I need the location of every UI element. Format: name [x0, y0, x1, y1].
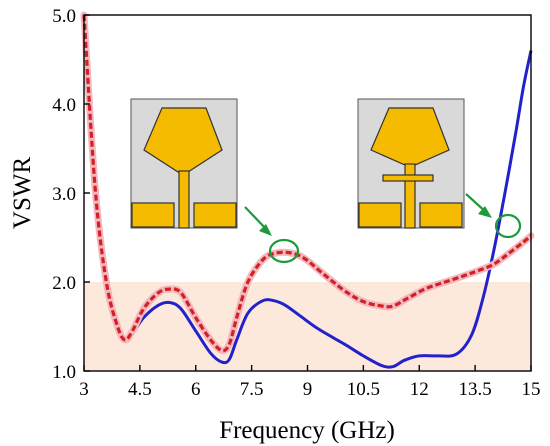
y-tick-label-3: 4.0	[52, 95, 76, 116]
y-tick-label-0: 1.0	[52, 362, 76, 383]
x-tick-label-5: 10.5	[347, 379, 380, 400]
x-tick-label-8: 15	[522, 379, 541, 400]
inset-antenna-2	[357, 98, 465, 229]
x-tick-label-2: 6	[191, 379, 201, 400]
series-1-line	[82, 14, 533, 353]
inset-antenna-1	[130, 98, 238, 229]
annotation-2	[465, 193, 522, 239]
highlight-circle-1	[268, 238, 300, 264]
y-tick-label-4: 5.0	[52, 6, 76, 27]
x-tick-label-3: 7.5	[240, 379, 264, 400]
x-axis-title: Frequency (GHz)	[219, 417, 395, 444]
y-tick-label-1: 2.0	[52, 273, 76, 294]
x-tick-label-0: 3	[79, 379, 89, 400]
annotation-1	[244, 206, 300, 264]
x-tick-label-1: 4.5	[128, 379, 152, 400]
highlight-circle-2	[494, 213, 522, 239]
x-tick-label-6: 12	[410, 379, 429, 400]
y-tick-label-2: 3.0	[52, 184, 76, 205]
x-tick-label-4: 9	[303, 379, 313, 400]
ticks-layer: 3 4.5 6 7.5 9 10.5 12 13.5 15 1.0 2.0 3.0 4.0 5.0	[52, 6, 540, 400]
x-tick-label-7: 13.5	[459, 379, 492, 400]
series-layer	[80, 11, 535, 369]
y-axis-title: VSWR	[9, 157, 36, 230]
